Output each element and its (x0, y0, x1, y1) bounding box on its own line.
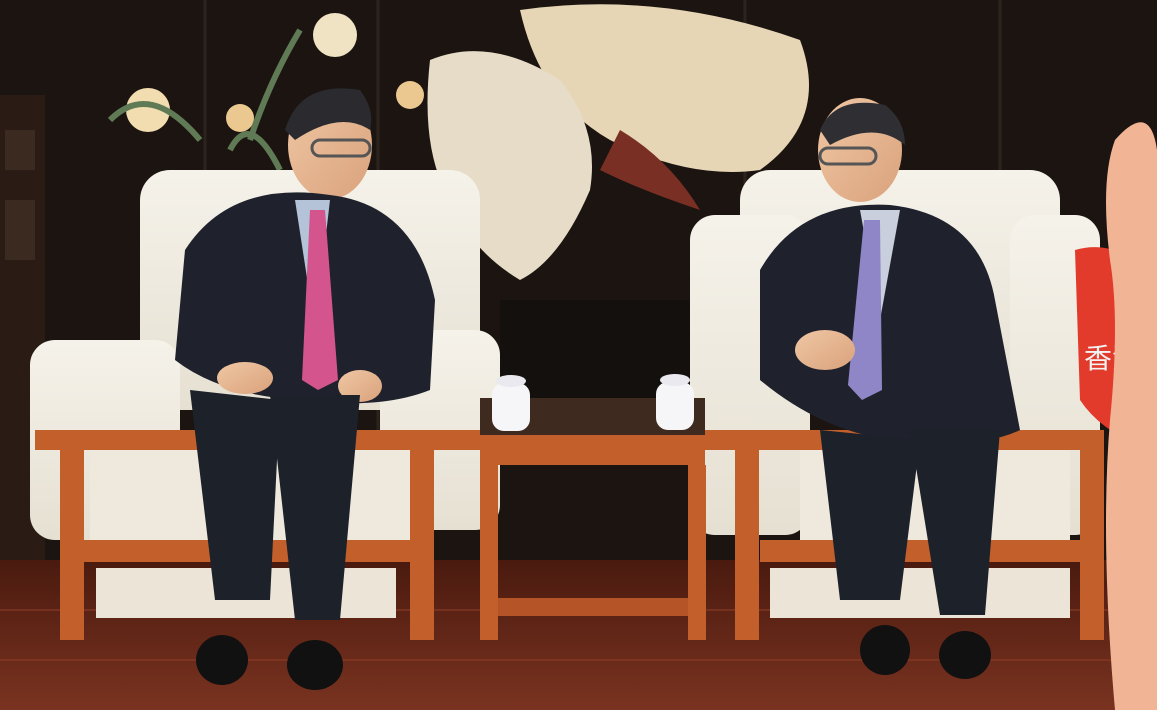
tie-left (302, 210, 338, 390)
peacock-inlay (427, 4, 809, 280)
teacup-right (656, 374, 694, 430)
person-right (760, 98, 1020, 679)
coffee-table (480, 374, 706, 640)
flower-decoration-left (107, 13, 424, 172)
teacup-left (492, 375, 530, 431)
person-left (175, 88, 435, 690)
blurred-hand (1106, 122, 1157, 710)
tie-right (848, 220, 882, 400)
